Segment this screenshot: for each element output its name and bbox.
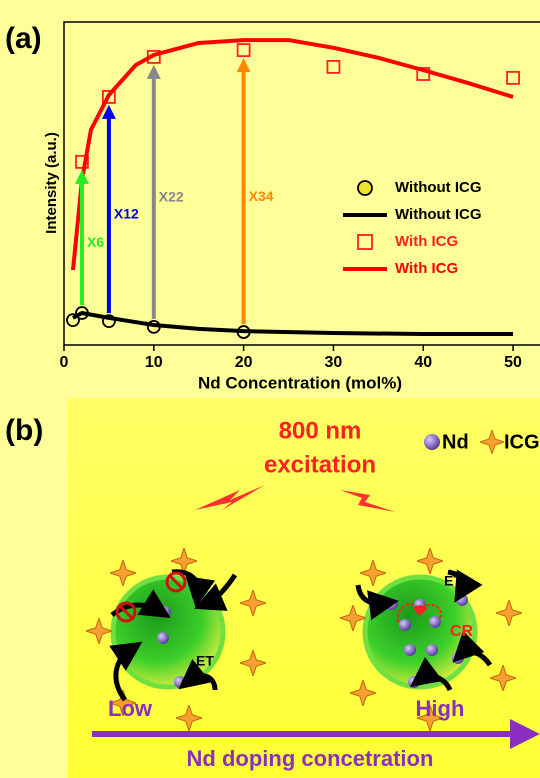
annotation-arrowhead	[237, 58, 251, 72]
low-label: Low	[108, 696, 153, 721]
high-label: High	[416, 696, 465, 721]
diagram: (b) 800 nm excitation Nd ICG	[5, 398, 540, 778]
legend-swatch	[358, 235, 372, 249]
panel-label: (a)	[5, 22, 42, 55]
legend-label: ICG	[504, 431, 540, 453]
series-line	[73, 313, 513, 334]
legend-label: With ICG	[395, 233, 458, 250]
plot: 0 10 20 30 40 50 X6 X12 X22 X34 Without ICG Without…	[60, 22, 540, 371]
legend-label: Nd	[442, 431, 469, 453]
annotation-label: X6	[87, 234, 104, 250]
legend-label: Without ICG	[395, 206, 482, 223]
legend-label: With ICG	[395, 260, 458, 277]
x-tick-label: 10	[145, 354, 163, 371]
x-tick-label: 30	[325, 354, 343, 371]
x-tick-label: 40	[414, 354, 432, 371]
doping-label: Nd doping concetration	[187, 746, 434, 771]
annotation-arrowhead	[75, 170, 89, 184]
x-axis-label: Nd Concentration (mol%)	[198, 373, 402, 392]
legend-label: Without ICG	[395, 179, 482, 196]
annotation-label: X12	[114, 206, 139, 222]
annotation-label: X22	[159, 189, 184, 205]
page: {"panel_a_label": "(a)", "chart_data": {…	[0, 0, 540, 778]
excitation-label: 800 nm	[279, 417, 362, 444]
data-point	[507, 72, 519, 84]
annotation-label: X34	[249, 188, 274, 204]
data-point	[238, 44, 250, 56]
x-tick-label: 0	[60, 354, 69, 371]
y-axis-label: Intensity (a.u.)	[43, 132, 60, 234]
nd-legend-icon	[424, 434, 440, 450]
annotation-arrowhead	[147, 65, 161, 79]
x-tick-label: 50	[504, 354, 522, 371]
cr-label: CR	[450, 623, 474, 640]
et-label: ET	[444, 573, 462, 589]
data-point	[327, 61, 339, 73]
x-tick-label: 20	[235, 354, 253, 371]
legend-swatch	[358, 181, 372, 195]
nanoparticle	[113, 577, 223, 687]
figure: (a) Intensity (a.u.) Nd Concentration (m…	[0, 0, 540, 778]
excitation-label: excitation	[264, 451, 376, 478]
panel-label: (b)	[5, 414, 43, 447]
et-label: ET	[196, 653, 214, 669]
